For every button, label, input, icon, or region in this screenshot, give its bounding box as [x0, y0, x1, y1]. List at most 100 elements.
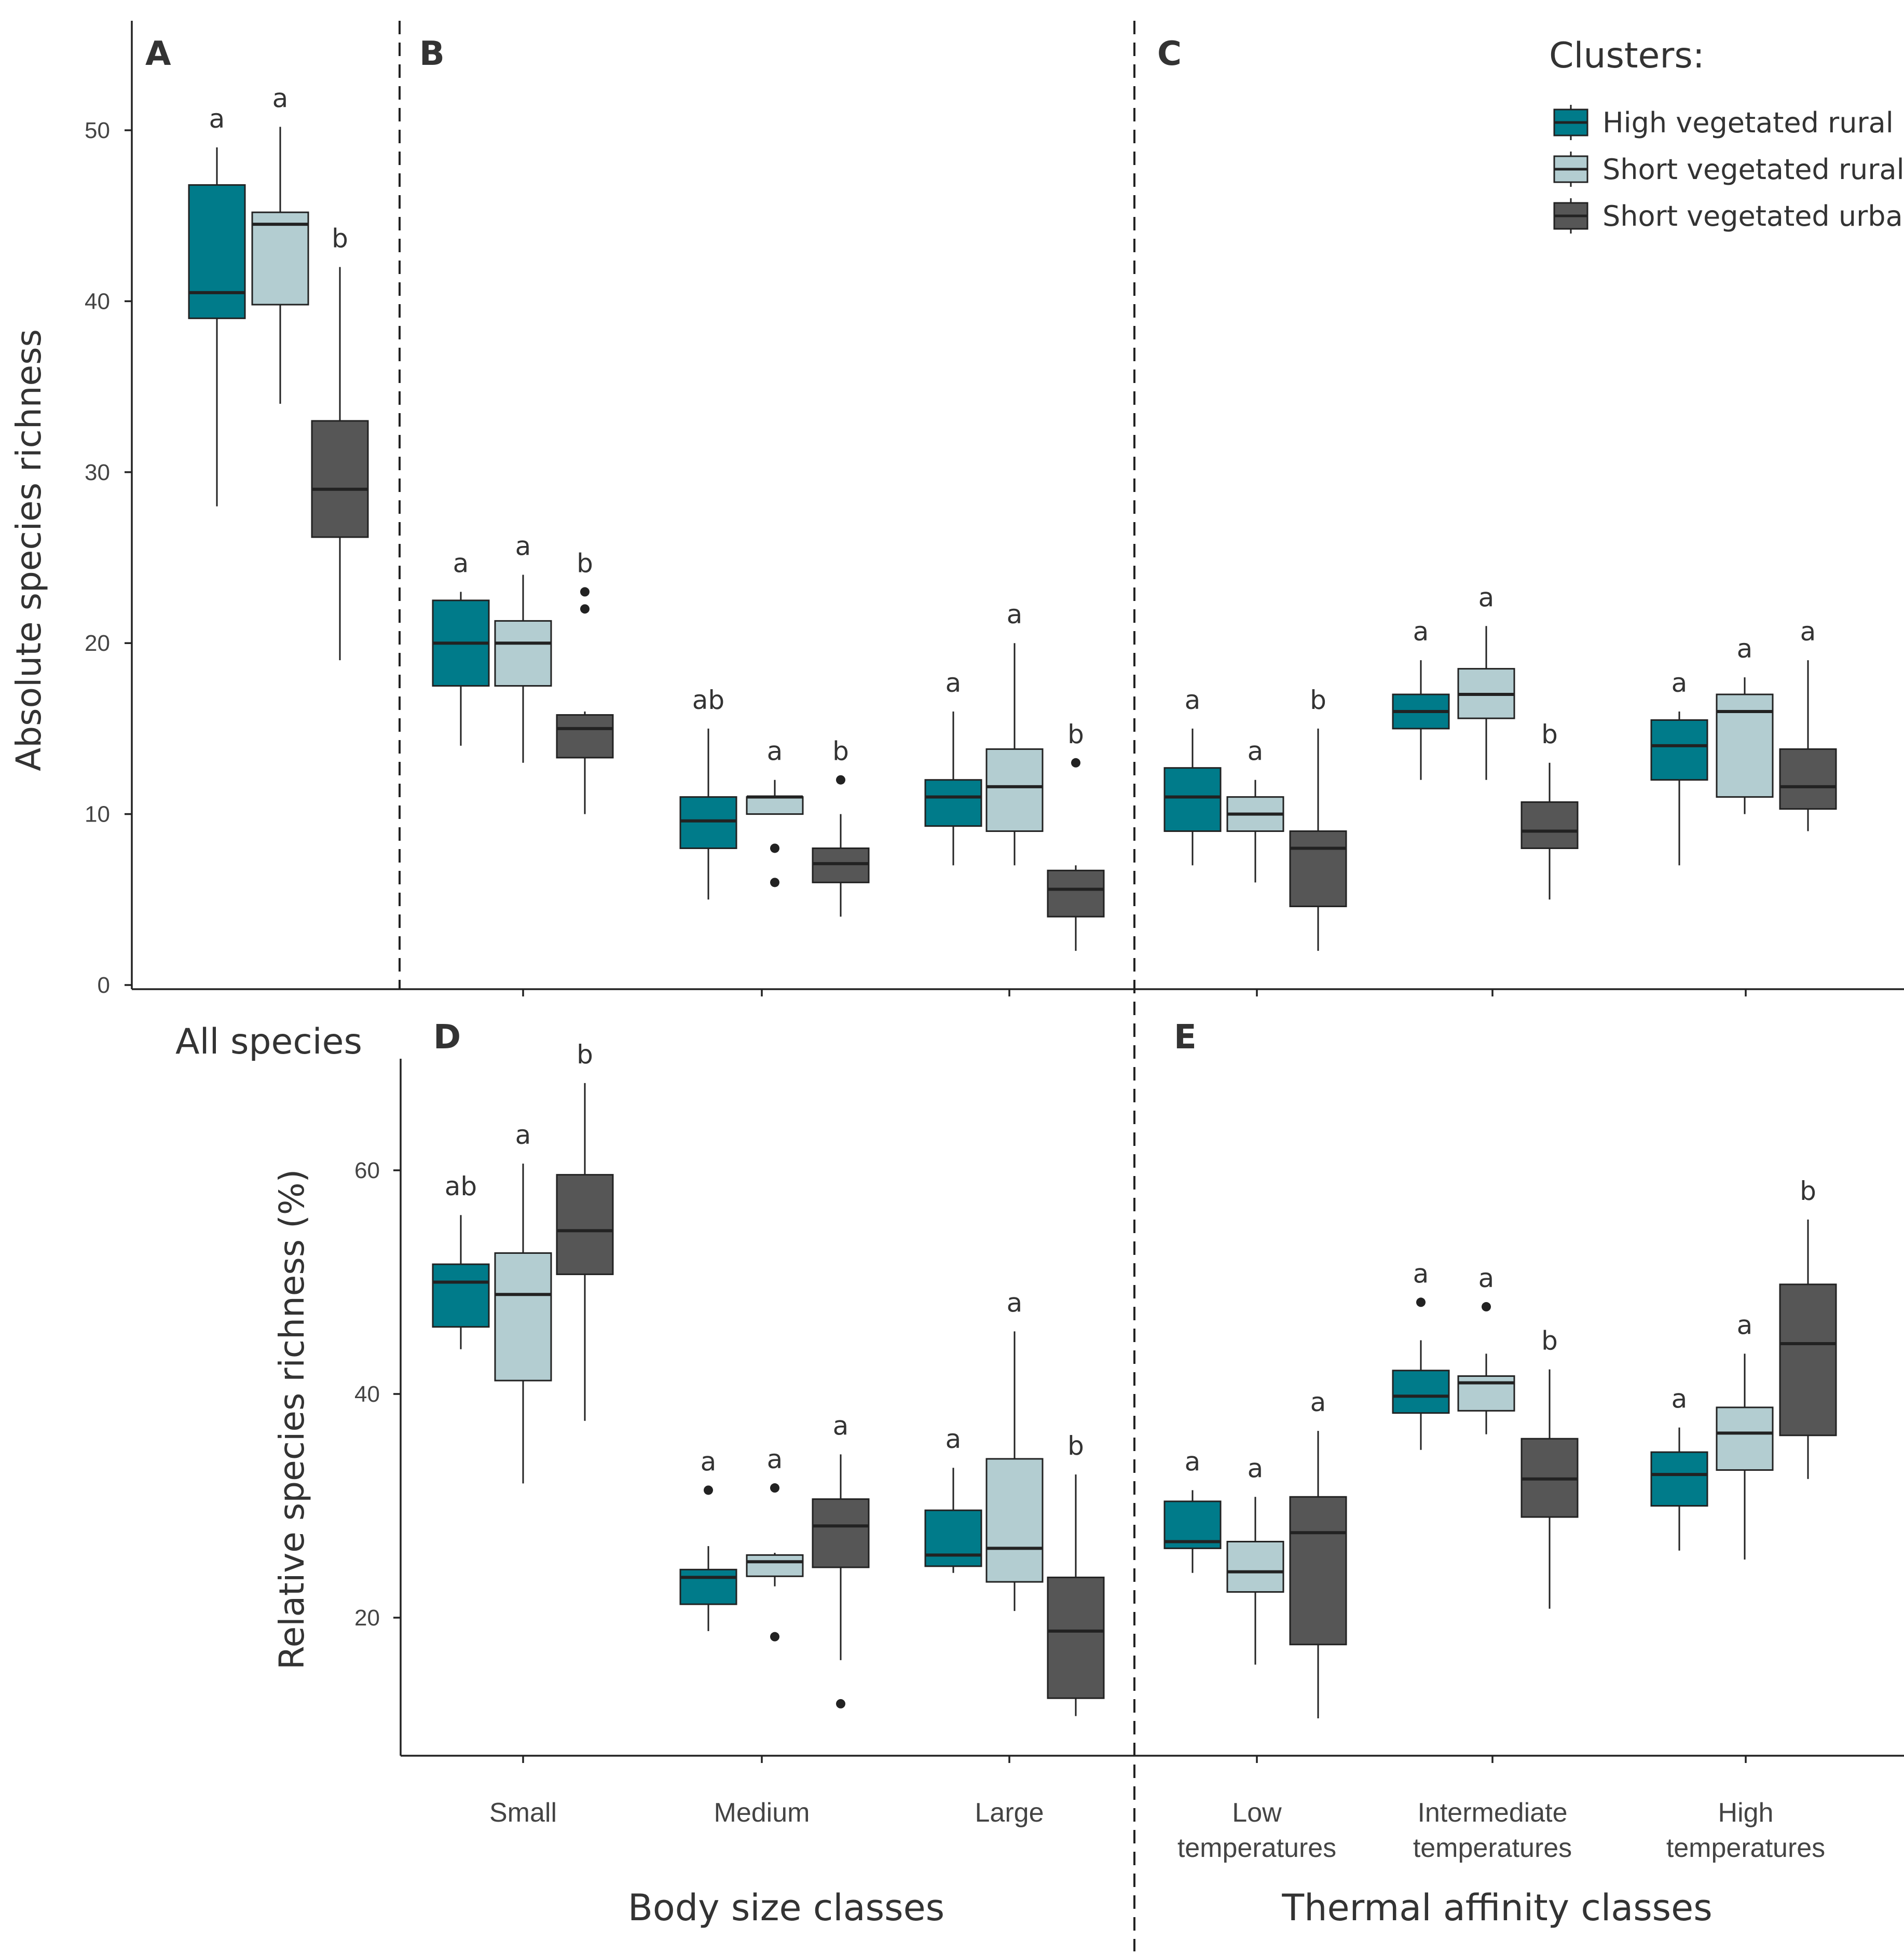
significance-letter: b	[1800, 1176, 1816, 1206]
top-box	[1226, 780, 1284, 883]
box-iqr	[812, 1498, 870, 1568]
bottom-y-tick-label: 60	[354, 1158, 380, 1183]
significance-letter: a	[833, 1411, 849, 1441]
significance-letter: a	[515, 1120, 531, 1150]
box-iqr	[556, 1174, 614, 1275]
box-iqr	[924, 1509, 982, 1567]
box-outlier	[704, 1485, 713, 1495]
significance-letter: ab	[692, 685, 724, 715]
significance-letter: b	[1310, 685, 1326, 715]
bottom-box	[494, 1164, 552, 1484]
panel-letter-d: D	[433, 1018, 461, 1057]
top-box	[1163, 728, 1222, 866]
box-iqr	[251, 211, 309, 306]
box-outlier	[1071, 758, 1080, 768]
top-y-tick-label: 50	[85, 118, 110, 143]
bottom-box	[812, 1454, 870, 1708]
bottom-box	[1163, 1490, 1222, 1573]
top-box	[494, 575, 552, 763]
box-iqr	[311, 420, 369, 538]
significance-letter: a	[946, 1424, 962, 1454]
x-category-label: Large	[975, 1798, 1044, 1828]
top-box	[812, 775, 870, 917]
bottom-box	[1226, 1497, 1284, 1665]
significance-letter: b	[1067, 1431, 1084, 1461]
box-iqr	[556, 714, 614, 759]
bottom-box	[1521, 1369, 1579, 1609]
top-box	[1457, 626, 1515, 780]
legend-title: Clusters:	[1549, 35, 1705, 76]
top-y-tick-label: 0	[98, 973, 110, 998]
significance-letter: a	[767, 1444, 783, 1474]
legend-label: Short vegetated rural	[1602, 153, 1904, 186]
top-box	[188, 147, 246, 507]
top-y-axis-title: Absolute species richness	[9, 329, 49, 771]
box-iqr	[432, 1263, 490, 1328]
bottom-box	[679, 1485, 737, 1631]
top-box	[251, 127, 309, 404]
significance-letter: a	[1185, 685, 1201, 715]
box-iqr	[985, 1458, 1044, 1583]
significance-letter: a	[1007, 599, 1023, 630]
top-box	[985, 643, 1044, 866]
box-outlier	[1416, 1297, 1426, 1307]
top-box	[1289, 728, 1347, 951]
significance-letter: b	[832, 736, 849, 767]
top-y-tick-label: 30	[85, 460, 110, 485]
top-box	[924, 711, 982, 866]
box-iqr	[679, 1568, 737, 1605]
significance-letter: b	[332, 224, 348, 254]
box-outlier	[770, 1632, 779, 1642]
box-outlier	[580, 587, 590, 597]
top-box	[1392, 660, 1450, 780]
top-box	[311, 267, 369, 661]
box-iqr	[1779, 1283, 1837, 1437]
box-iqr	[1163, 767, 1222, 832]
significance-letter: a	[1310, 1387, 1326, 1417]
top-y-tick-label: 10	[85, 802, 110, 827]
bottom-box	[746, 1483, 804, 1642]
bottom-box	[1650, 1427, 1708, 1551]
top-box	[432, 592, 490, 746]
significance-letter: a	[1413, 1259, 1429, 1289]
box-iqr	[1392, 1370, 1450, 1414]
x-category-label: High	[1718, 1798, 1774, 1828]
significance-letter: a	[1248, 1453, 1264, 1483]
significance-letter: b	[1067, 719, 1084, 749]
bottom-box	[1716, 1354, 1774, 1560]
significance-letter: a	[767, 736, 783, 767]
significance-letter: a	[1478, 1263, 1495, 1293]
top-box	[1779, 660, 1837, 831]
top-y-tick-label: 20	[85, 631, 110, 656]
bottom-box	[1457, 1302, 1515, 1434]
panel-letter-a: A	[145, 35, 171, 73]
box-iqr	[1521, 801, 1579, 849]
panel-letter-c: C	[1157, 35, 1182, 73]
box-iqr	[812, 847, 870, 883]
significance-letter: b	[577, 1040, 593, 1070]
x-axis-title-body-size: Body size classes	[628, 1886, 944, 1929]
box-outlier	[1482, 1302, 1491, 1311]
x-category-label: temperatures	[1177, 1833, 1336, 1863]
box-iqr	[1779, 748, 1837, 810]
significance-letter: a	[946, 668, 962, 698]
box-iqr	[746, 1554, 804, 1577]
significance-letter: b	[577, 548, 593, 578]
x-category-label: Intermediate	[1417, 1798, 1567, 1828]
top-box	[679, 728, 737, 900]
bottom-box	[1289, 1431, 1347, 1718]
box-iqr	[494, 1252, 552, 1382]
significance-letter: a	[1800, 617, 1816, 647]
significance-letter: b	[1541, 719, 1558, 749]
significance-letter: a	[453, 548, 469, 578]
box-outlier	[580, 604, 590, 614]
top-box	[556, 587, 614, 814]
legend: Clusters: High vegetated rural Short vege…	[1549, 35, 1904, 234]
x-category-label: Small	[489, 1798, 557, 1828]
box-iqr	[679, 796, 737, 849]
significance-letter: a	[1737, 1310, 1753, 1340]
x-category-label: temperatures	[1666, 1833, 1825, 1863]
box-iqr	[924, 779, 982, 827]
box-outlier	[770, 1483, 779, 1493]
